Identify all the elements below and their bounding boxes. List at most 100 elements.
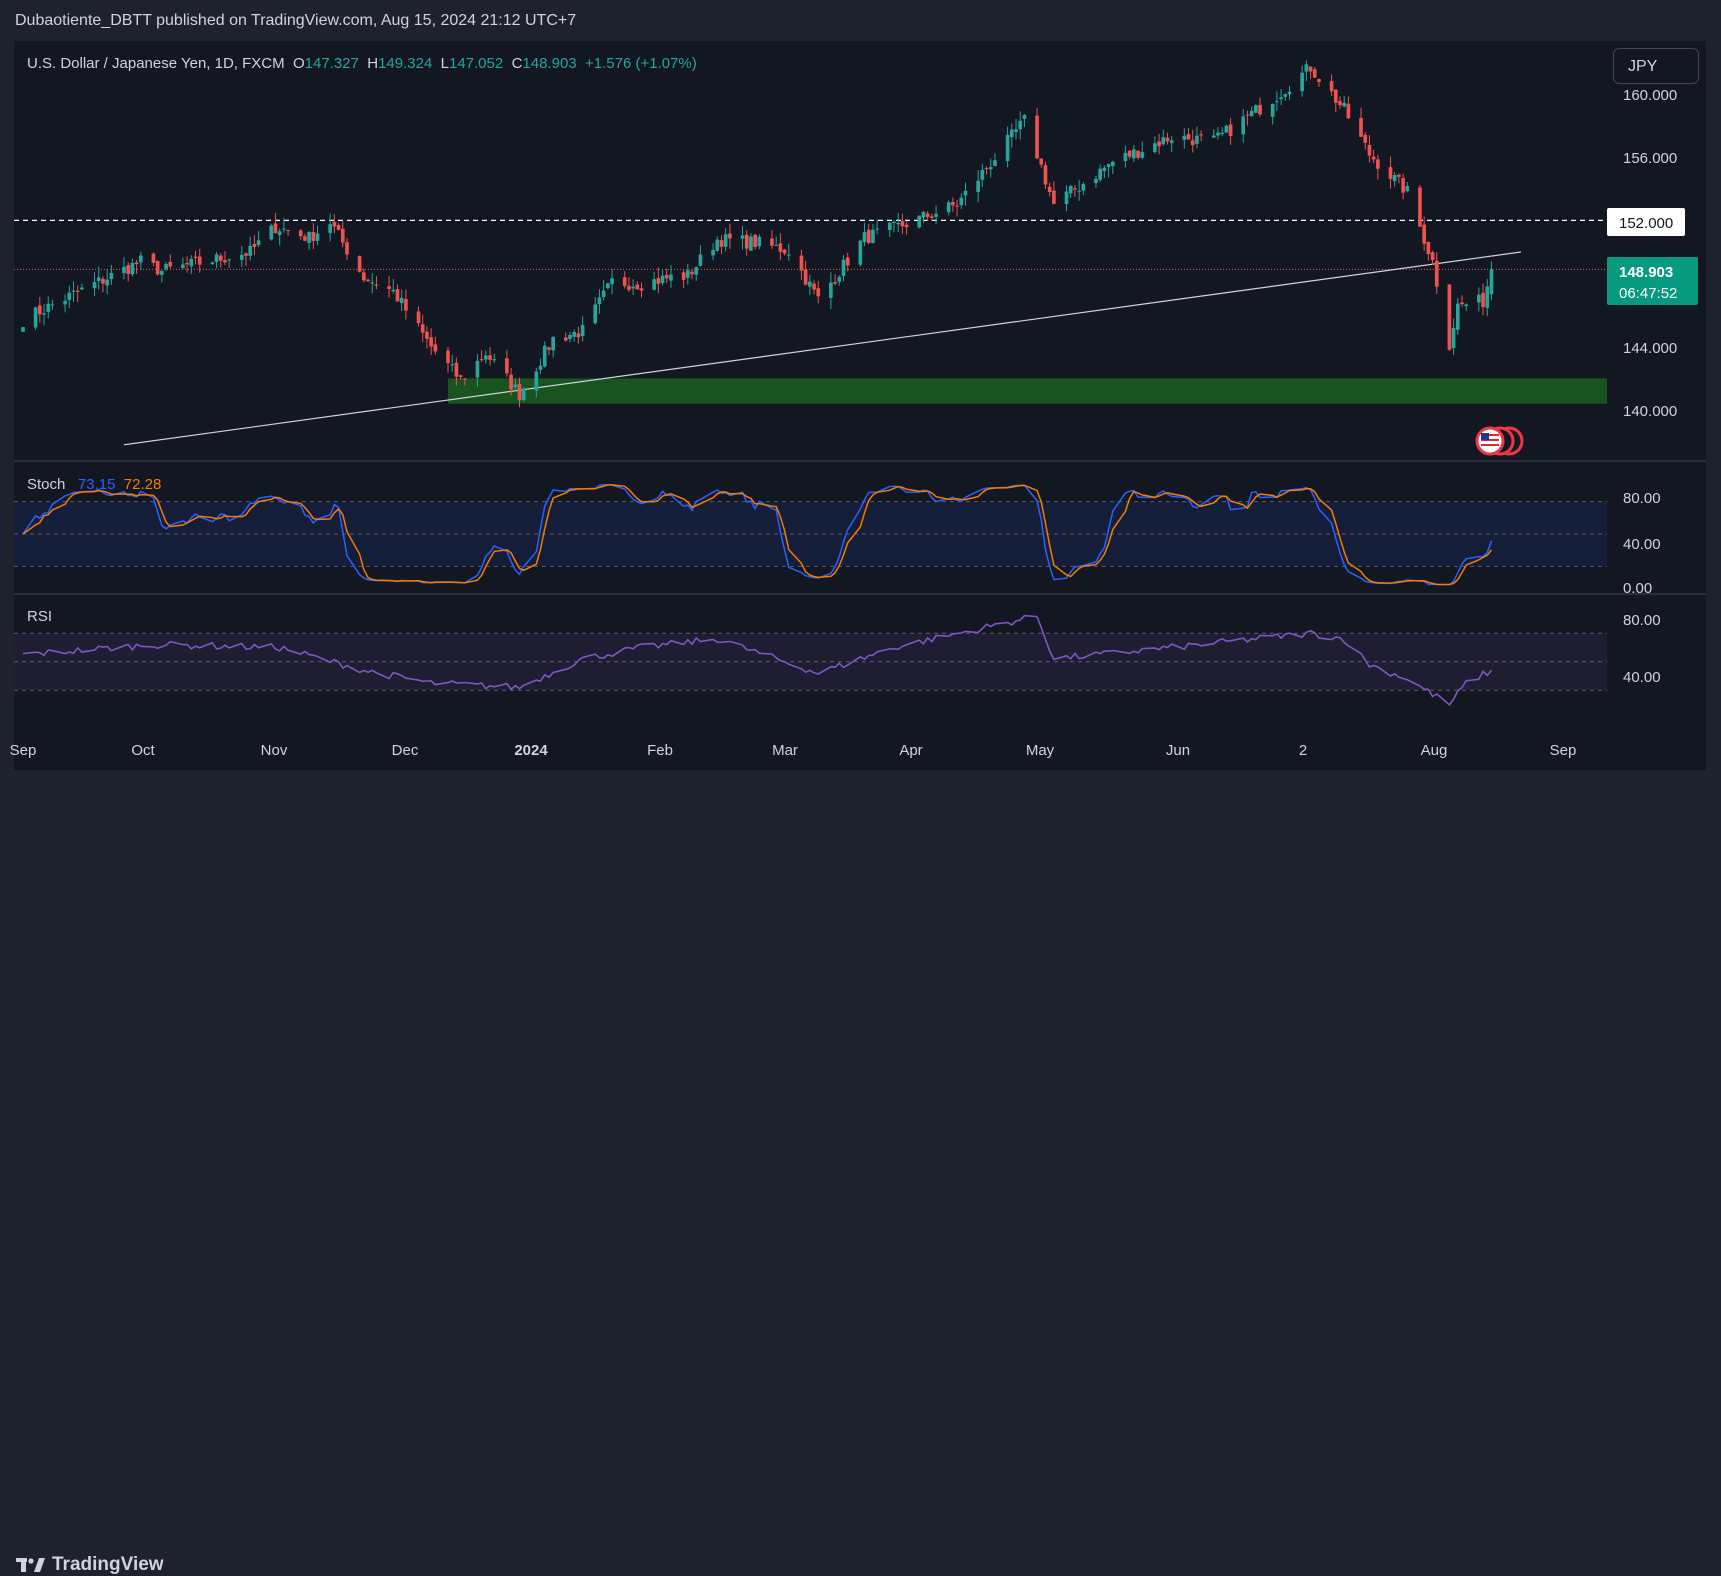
candle-body <box>1489 269 1494 295</box>
candle-body <box>181 264 185 269</box>
candle-body <box>218 255 223 261</box>
candle-body <box>858 240 863 265</box>
candle-body <box>311 232 316 241</box>
brand-name: TradingView <box>52 1554 164 1575</box>
candle-body <box>197 256 202 265</box>
candle-body <box>837 276 842 282</box>
candle-body <box>719 240 724 247</box>
candle-body <box>1388 167 1393 179</box>
candle-body <box>315 233 320 241</box>
candle-body <box>1186 134 1191 140</box>
candle-body <box>534 371 539 391</box>
candle-body <box>1405 185 1410 192</box>
candle-body <box>395 289 400 302</box>
candle-body <box>1304 64 1309 72</box>
candle-body <box>1249 110 1254 117</box>
candle-body <box>298 230 303 237</box>
stoch-d-line <box>22 484 1493 586</box>
candle-body <box>479 359 484 361</box>
brand[interactable]: TradingView <box>16 1554 164 1576</box>
candle-body <box>572 331 577 337</box>
close-label: C <box>511 55 523 72</box>
candle-body <box>833 282 837 284</box>
candle-body <box>1418 187 1422 227</box>
chart-svg[interactable]: 160.000 156.000 144.000 140.000 152.000 … <box>0 0 1721 821</box>
candle-body <box>1346 103 1351 119</box>
candle-body <box>786 254 791 256</box>
candle-body <box>109 272 114 279</box>
candle-body <box>685 270 690 278</box>
candle-body <box>1047 186 1052 192</box>
candle-body <box>547 347 551 350</box>
candle-body <box>563 337 568 341</box>
candle-body <box>244 253 248 256</box>
level-label-box <box>1607 208 1685 236</box>
candle-body <box>715 239 720 251</box>
candle-body <box>778 243 783 252</box>
candle-body <box>38 305 42 315</box>
candle-body <box>387 286 391 290</box>
publisher-info: Dubaotiente_DBTT published on TradingVie… <box>15 12 577 29</box>
candle-body <box>580 325 585 337</box>
candle-body <box>896 222 901 225</box>
candle-body <box>1094 178 1098 184</box>
publisher-bar: Dubaotiente_DBTT published on TradingVie… <box>0 0 1721 41</box>
candle-body <box>1460 302 1464 305</box>
candle-body <box>1258 104 1262 115</box>
candle-body <box>416 311 421 324</box>
candle-body <box>193 256 198 258</box>
candle-body <box>101 278 105 284</box>
candle-body <box>829 282 833 298</box>
candle-body <box>568 334 572 339</box>
candle-body <box>185 262 189 265</box>
candle-body <box>1342 102 1347 107</box>
candle-body <box>214 254 219 262</box>
candle-body <box>1485 286 1490 308</box>
candle-body <box>576 333 581 338</box>
candle-body <box>462 378 467 380</box>
candle-body <box>681 272 686 280</box>
candle-body <box>610 278 614 285</box>
candle-body <box>1161 137 1166 145</box>
candle-body <box>1005 134 1010 162</box>
candle-body <box>1014 129 1018 132</box>
candle-body <box>63 300 67 305</box>
us-flag-event-icon[interactable] <box>1475 426 1524 456</box>
candle-body <box>303 236 307 241</box>
candle-body <box>505 358 509 374</box>
chart-area[interactable] <box>14 41 1706 770</box>
stoch-legend[interactable]: Stoch 73.15 72.28 <box>27 476 161 493</box>
time-tick: Feb <box>647 742 673 759</box>
candle-body <box>1317 79 1321 83</box>
candle-body <box>391 289 396 292</box>
candle-body <box>517 384 522 401</box>
candles <box>21 60 1494 408</box>
candle-body <box>307 231 311 243</box>
tradingview-logo-icon <box>16 1558 45 1572</box>
candle-body <box>210 262 215 265</box>
candle-body <box>925 213 930 218</box>
candle-body <box>1464 304 1469 307</box>
open-value: 147.327 <box>304 55 359 72</box>
candle-body <box>130 262 135 275</box>
symbol-legend[interactable]: U.S. Dollar / Japanese Yen, 1D, FXCM O14… <box>27 55 697 72</box>
candle-body <box>1275 101 1279 103</box>
candle-body <box>404 299 408 311</box>
candle-body <box>1182 135 1187 140</box>
candle-body <box>993 160 997 167</box>
rsi-tick: 40.00 <box>1623 669 1661 686</box>
candle-body <box>46 303 51 312</box>
candle-body <box>976 180 980 193</box>
candle-body <box>921 211 926 218</box>
candle-body <box>946 202 951 213</box>
candle-body <box>1157 141 1161 147</box>
candle-body <box>446 350 450 364</box>
candle-body <box>1245 114 1250 116</box>
candle-body <box>1064 191 1069 205</box>
candle-body <box>963 190 968 196</box>
candle-body <box>1136 150 1140 158</box>
currency-button[interactable]: JPY <box>1613 48 1699 84</box>
candle-body <box>601 290 606 298</box>
candle-body <box>273 223 278 233</box>
rsi-legend[interactable]: RSI <box>27 608 52 625</box>
